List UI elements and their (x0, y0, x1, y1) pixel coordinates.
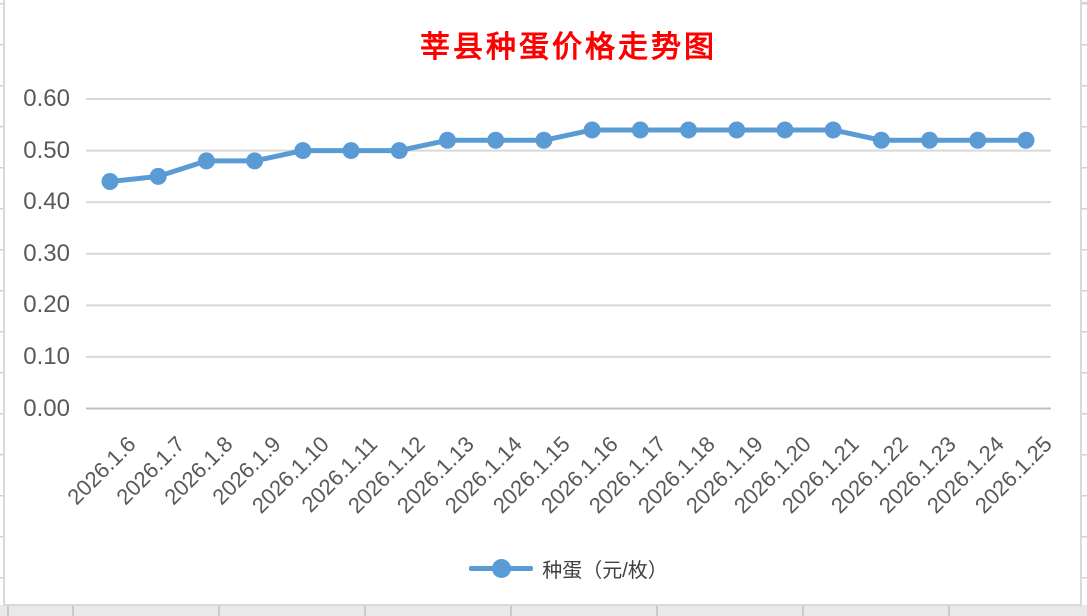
data-point (872, 131, 890, 149)
data-point (438, 131, 456, 149)
chart-title: 莘县种蛋价格走势图 (420, 30, 717, 65)
data-point (824, 121, 842, 139)
data-point (535, 131, 553, 149)
data-point (969, 131, 987, 149)
data-point (246, 152, 264, 170)
y-axis-tick-label: 0.20 (23, 291, 70, 319)
spreadsheet-gridlines-bottom (0, 605, 1087, 616)
data-point (583, 121, 601, 139)
data-point (1017, 131, 1035, 149)
y-axis-tick-label: 0.60 (23, 85, 70, 112)
data-point (197, 152, 215, 170)
data-point (776, 121, 794, 139)
legend-line-marker-icon (469, 558, 534, 578)
data-point (390, 142, 408, 160)
legend: 种蛋（元/枚） (86, 551, 1051, 585)
legend-dot-icon (492, 559, 512, 578)
data-point (487, 131, 505, 149)
spreadsheet-gridlines-right (1081, 0, 1087, 616)
data-point (680, 121, 698, 139)
data-point (294, 142, 312, 160)
data-point (342, 142, 360, 160)
data-point (631, 121, 649, 139)
legend-series-label: 种蛋（元/枚） (542, 559, 668, 582)
data-point (101, 173, 119, 191)
data-point (149, 167, 167, 185)
chart-object[interactable] (3, 0, 1082, 606)
y-axis-tick-label: 0.00 (23, 394, 70, 422)
data-point (921, 131, 939, 149)
data-point (728, 121, 746, 139)
y-axis-tick-label: 0.10 (23, 342, 70, 370)
y-axis-tick-label: 0.40 (23, 188, 70, 216)
y-axis-tick-label: 0.30 (23, 239, 70, 267)
y-axis-tick-label: 0.50 (23, 136, 70, 164)
